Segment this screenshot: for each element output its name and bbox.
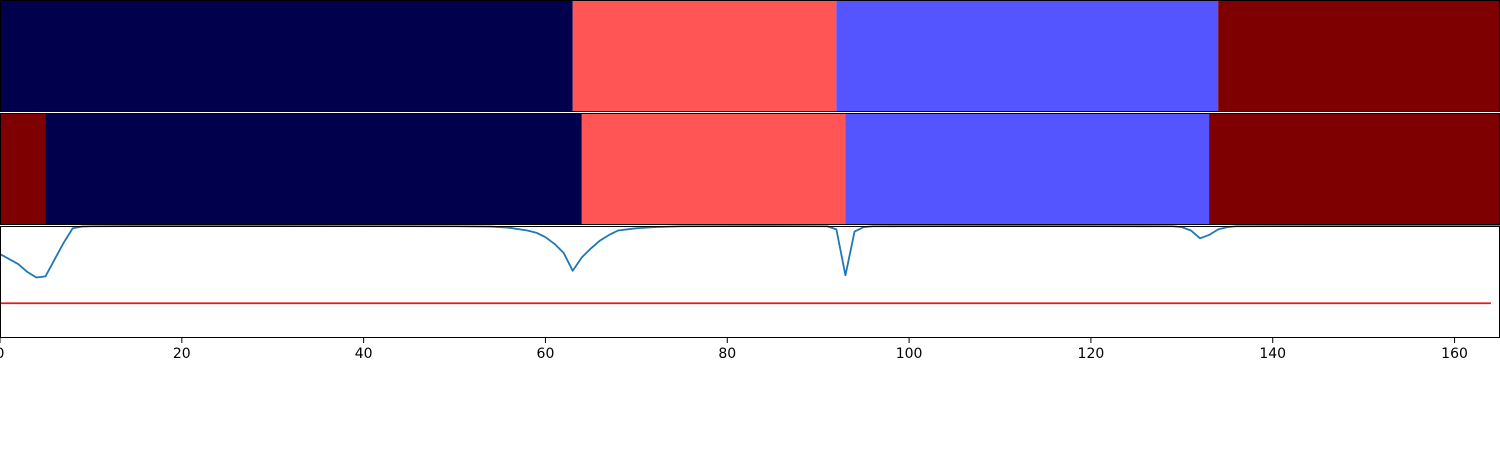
x-tick-label: 40 [355, 346, 373, 362]
panel-frame [0, 226, 1500, 338]
x-tick-label: 60 [537, 346, 555, 362]
segment-4 [1209, 113, 1500, 225]
x-tick-label: 100 [896, 346, 923, 362]
segment-1 [45, 113, 582, 225]
x-tick-label: 160 [1441, 346, 1468, 362]
x-tick-label: 120 [1078, 346, 1105, 362]
segment-0 [0, 0, 573, 112]
segment-2 [581, 113, 846, 225]
segment-3 [845, 113, 1210, 225]
x-axis: 0 20 40 60 80 100 120 140 160 [0, 338, 1468, 362]
segment-0 [0, 113, 46, 225]
segment-3 [1218, 0, 1500, 112]
segment-1 [572, 0, 837, 112]
middle-segment-panel [0, 113, 1500, 225]
segment-2 [836, 0, 1219, 112]
x-tick-label: 80 [718, 346, 736, 362]
x-tick-label: 140 [1259, 346, 1286, 362]
top-segment-panel [0, 0, 1500, 112]
line-series [0, 225, 1500, 279]
x-tick-label: 20 [173, 346, 191, 362]
line-plot-panel [0, 225, 1500, 338]
x-tick-label: 0 [0, 346, 4, 362]
